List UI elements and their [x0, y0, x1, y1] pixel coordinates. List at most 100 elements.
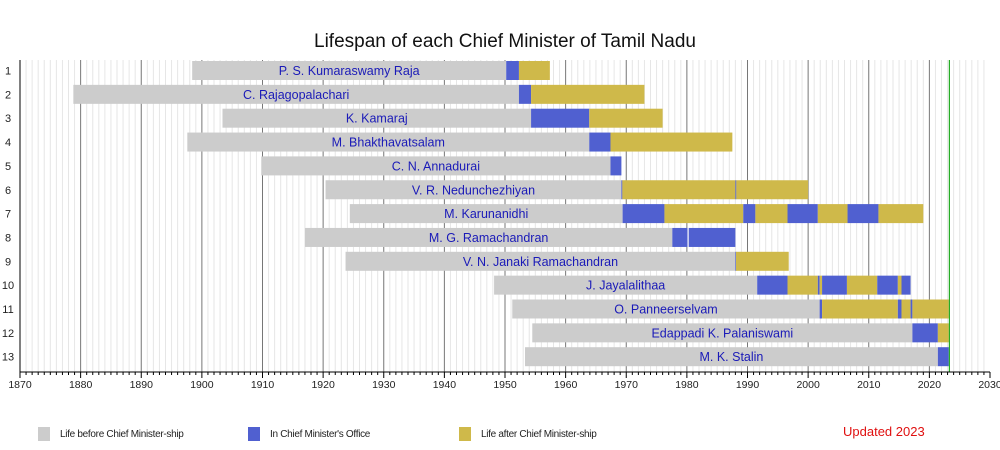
legend-label-office: In Chief Minister's Office — [270, 428, 371, 440]
bars: P. S. Kumaraswamy Raja C. Rajagopalachari… — [73, 60, 950, 372]
bar-segment-before — [349, 204, 623, 224]
minister-name-label: V. N. Janaki Ramachandran — [463, 255, 618, 269]
row-number-label: 3 — [5, 113, 11, 125]
x-tick-label: 1980 — [675, 379, 699, 391]
minister-name-label: V. R. Nedunchezhiyan — [412, 183, 535, 197]
minister-name-label: M. G. Ramachandran — [429, 231, 549, 245]
bar-segment-office — [735, 180, 737, 200]
bar-segment-office — [787, 204, 818, 224]
minister-name-label: J. Jayalalithaa — [586, 279, 665, 293]
bar-segment-office — [897, 299, 902, 319]
legend-item-before: Life before Chief Minister-ship — [38, 427, 184, 441]
bar-segment-after — [518, 61, 550, 80]
bar-segment-before — [345, 251, 736, 271]
row-number-label: 2 — [5, 89, 11, 101]
row-number-label: 1 — [5, 66, 11, 78]
row-number-label: 4 — [5, 137, 11, 149]
x-tick-label: 1930 — [372, 379, 396, 391]
legend-swatch-before — [38, 427, 50, 441]
row-number-label: 7 — [5, 209, 11, 221]
x-tick-label: 1970 — [615, 379, 639, 391]
legend-item-after: Life after Chief Minister-ship — [459, 427, 597, 441]
x-tick-label: 2030 — [978, 379, 1000, 391]
bar-segment-office — [822, 275, 847, 295]
minister-name-label: M. Karunanidhi — [444, 207, 528, 221]
x-tick-label: 1870 — [8, 379, 32, 391]
bar-segment-office — [589, 132, 611, 152]
bar-segment-office — [622, 204, 665, 224]
minister-name-label: M. K. Stalin — [699, 350, 763, 364]
minister-name-label: C. N. Annadurai — [392, 159, 480, 173]
bar-segment-office — [757, 275, 788, 295]
x-tick-label: 2010 — [857, 379, 881, 391]
minister-name-label: C. Rajagopalachari — [243, 88, 349, 102]
bar-segment-office — [910, 299, 913, 319]
bar-segment-after — [589, 108, 663, 128]
bar-segment-after — [817, 204, 848, 224]
bar-segment-office — [901, 275, 911, 295]
bar-segment-before — [261, 156, 611, 176]
bar-segment-office — [518, 84, 532, 104]
row-number-label: 11 — [2, 304, 13, 316]
bar-segment-before — [494, 275, 758, 295]
row-number-label: 10 — [2, 280, 14, 292]
legend-swatch-after — [459, 427, 471, 441]
bar-segment-office — [847, 204, 879, 224]
x-tick-label: 1890 — [130, 379, 154, 391]
x-tick-label: 1960 — [554, 379, 578, 391]
bar-segment-after — [901, 299, 911, 319]
bar-segment-after — [736, 180, 809, 200]
minister-name-label: Edappadi K. Palaniswami — [651, 326, 793, 340]
bar-segment-before — [222, 108, 532, 128]
bar-segment-office — [819, 299, 823, 319]
bar-segment-office — [621, 180, 623, 200]
bar-segment-after — [735, 251, 789, 271]
row-number-label: 6 — [5, 185, 11, 197]
bar-segment-office — [877, 275, 898, 295]
bar-segment-after — [622, 180, 736, 200]
bar-segment-office — [506, 61, 519, 80]
row-number-label: 12 — [2, 328, 14, 340]
bar-segment-office — [531, 108, 590, 128]
bar-segment-before — [325, 180, 622, 200]
x-tick-label: 1950 — [493, 379, 517, 391]
row-number-label: 5 — [5, 161, 11, 173]
bar-segment-office — [735, 251, 737, 271]
bar-segment-after — [846, 275, 878, 295]
bar-segment-before — [532, 323, 913, 343]
bar-segment-office — [912, 323, 938, 343]
bar-segment-after — [787, 275, 818, 295]
row-number-label: 8 — [5, 232, 11, 244]
x-tick-label: 1880 — [69, 379, 93, 391]
bar-segment-after — [878, 204, 924, 224]
bar-segment-after — [897, 275, 902, 295]
bar-segment-office — [610, 156, 622, 176]
bar-segment-before — [512, 299, 820, 319]
bar-segment-after — [610, 132, 733, 152]
updated-note: Updated 2023 — [843, 424, 925, 439]
bar-segment-after — [822, 299, 898, 319]
bar-segment-after — [819, 275, 823, 295]
x-tick-label: 1940 — [433, 379, 457, 391]
bar-segment-office — [688, 227, 736, 247]
x-tick-label: 1900 — [190, 379, 214, 391]
row-number-label: 13 — [2, 352, 14, 364]
bar-segment-after — [531, 84, 645, 104]
legend-swatch-office — [248, 427, 260, 441]
bar-segment-office — [817, 275, 820, 295]
bar-segment-after — [664, 204, 744, 224]
bar-segment-office — [672, 227, 688, 247]
legend-item-office: In Chief Minister's Office — [248, 427, 370, 441]
bar-segment-before — [304, 227, 673, 247]
minister-name-label: K. Kamaraj — [346, 112, 408, 126]
bar-segment-before — [525, 347, 938, 367]
bar-segment-before — [73, 84, 519, 104]
x-tick-label: 1990 — [736, 379, 760, 391]
row-number-label: 9 — [5, 256, 11, 268]
legend-label-after: Life after Chief Minister-ship — [481, 428, 597, 440]
minister-name-label: M. Bhakthavatsalam — [332, 136, 445, 150]
x-tick-label: 2000 — [796, 379, 820, 391]
legend-label-before: Life before Chief Minister-ship — [60, 428, 184, 440]
